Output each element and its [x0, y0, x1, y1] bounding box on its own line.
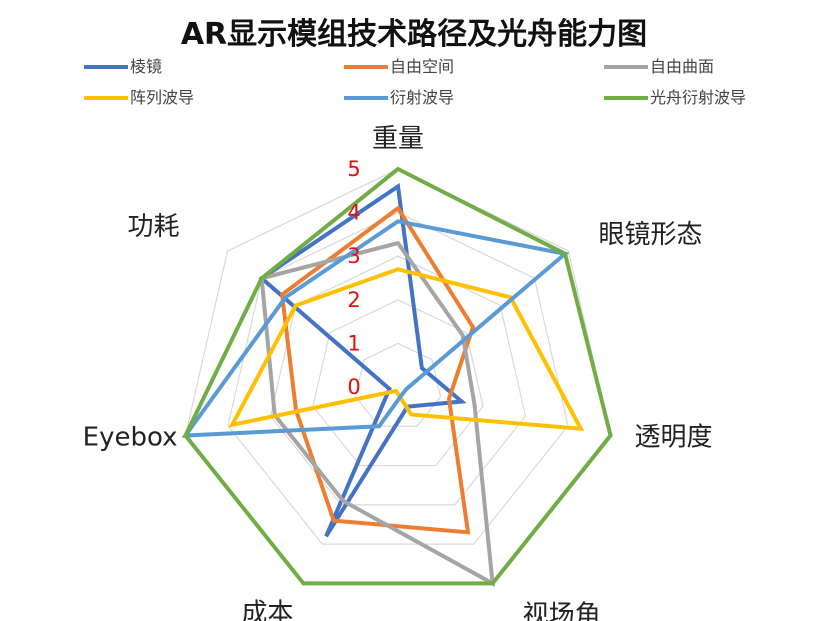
axis-label: 视场角: [523, 600, 601, 621]
grid-ring-5: [184, 168, 612, 585]
legend-label: 自由曲面: [650, 57, 714, 76]
series-line-5: [183, 166, 613, 586]
series-line-1: [279, 205, 476, 535]
axis-label: 透明度: [635, 423, 713, 453]
axis-label: 眼镜形态: [598, 220, 702, 250]
tick-label: 1: [347, 331, 360, 355]
grid-ring-1: [354, 342, 442, 427]
series-line-2: [259, 240, 495, 588]
legend-label: 衍射波导: [390, 88, 454, 107]
axis-label: 功耗: [128, 212, 180, 242]
chart-title: AR显示模组技术路径及光舟能力图: [181, 17, 647, 52]
grid-ring-4: [227, 211, 569, 545]
radar-grid: [184, 168, 612, 585]
axis-label: 重量: [372, 124, 424, 154]
grid-ring-3: [269, 255, 527, 506]
tick-label: 4: [347, 201, 360, 225]
tick-label: 5: [347, 157, 360, 181]
series-line-4: [181, 219, 570, 438]
series-line-3: [228, 267, 585, 432]
legend-label: 棱镜: [130, 57, 162, 76]
legend-label: 阵列波导: [130, 88, 194, 107]
legend-label: 光舟衍射波导: [650, 88, 746, 107]
axis-label: Eyebox: [83, 423, 178, 453]
tick-label: 3: [347, 244, 360, 268]
axis-label: 成本: [241, 598, 293, 621]
tick-label: 2: [347, 288, 360, 312]
series-group: [181, 166, 613, 588]
tick-labels: 0 1 2 3 4 5: [347, 157, 360, 399]
legend-label: 自由空间: [390, 57, 454, 76]
tick-label: 0: [347, 375, 360, 399]
